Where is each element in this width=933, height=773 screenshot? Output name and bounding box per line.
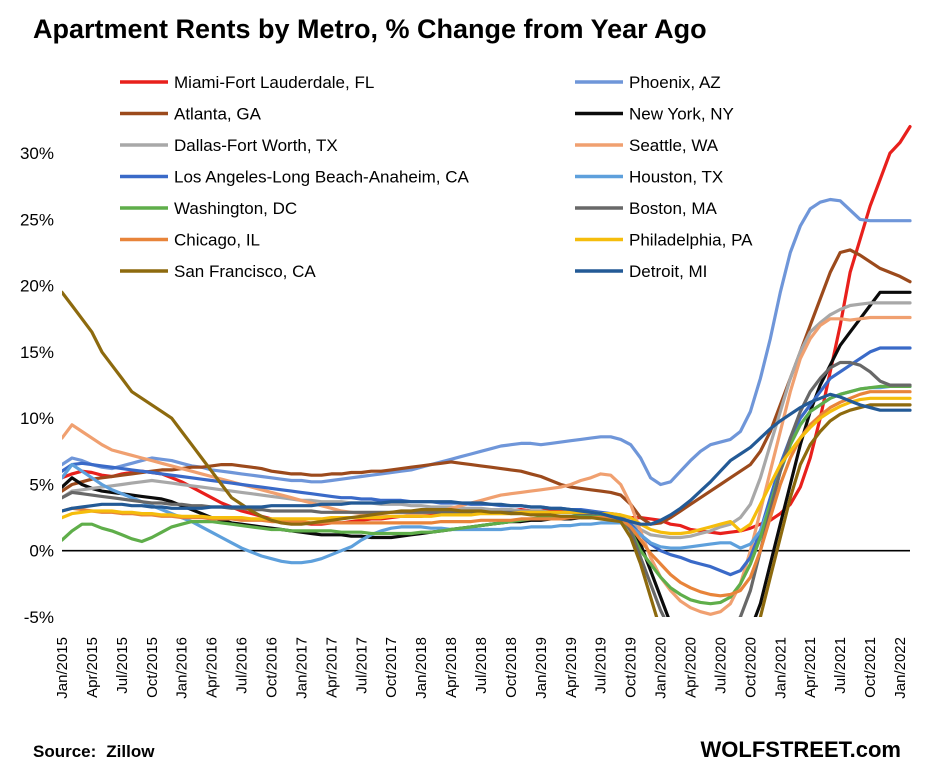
x-tick-label: Jul/2019	[593, 637, 610, 694]
series-lines	[62, 124, 912, 617]
x-tick-label: Apr/2018	[443, 637, 460, 698]
legend-label: Chicago, IL	[174, 231, 260, 250]
x-tick-label: Oct/2018	[503, 637, 520, 698]
legend-label: Miami-Fort Lauderdale, FL	[174, 73, 374, 92]
x-tick-label: Jul/2020	[712, 637, 729, 694]
series-line	[62, 315, 912, 616]
x-tick-label: Apr/2016	[204, 637, 221, 698]
x-tick-label: Oct/2017	[383, 637, 400, 698]
legend-label: Atlanta, GA	[174, 105, 262, 124]
series-line	[62, 396, 912, 536]
x-tick-label: Oct/2021	[862, 637, 879, 698]
y-tick-label: 0%	[29, 542, 54, 561]
source-note: Source: Zillow	[33, 742, 164, 762]
legend-label: New York, NY	[629, 105, 734, 124]
x-tick-label: Jan/2019	[533, 637, 550, 699]
x-tick-label: Oct/2019	[623, 637, 640, 698]
legend: Miami-Fort Lauderdale, FL Phoenix, AZ Atla…	[120, 73, 753, 281]
x-tick-label: Jul/2016	[234, 637, 251, 694]
x-tick-label: Oct/2015	[144, 637, 161, 698]
y-tick-label: 10%	[20, 409, 54, 428]
x-tick-label: Apr/2017	[323, 637, 340, 698]
legend-label: Detroit, MI	[629, 262, 707, 281]
legend-label: Phoenix, AZ	[629, 73, 721, 92]
x-axis-ticks: Jan/2015 Apr/2015 Jul/2015 Oct/2015 Jan/2016…	[54, 637, 909, 699]
x-tick-label: Jan/2016	[174, 637, 191, 699]
x-tick-label: Jan/2020	[653, 637, 670, 699]
legend-label: Washington, DC	[174, 199, 297, 218]
y-tick-label: 15%	[20, 343, 54, 362]
x-tick-label: Jan/2017	[293, 637, 310, 699]
brand-watermark: WOLFSTREET.com	[700, 737, 901, 762]
legend-label: Seattle, WA	[629, 136, 719, 155]
y-tick-label: -5%	[24, 608, 54, 627]
x-tick-label: Jul/2018	[473, 637, 490, 694]
x-tick-label: Jan/2021	[772, 637, 789, 699]
x-tick-label: Apr/2019	[563, 637, 580, 698]
legend-label: Dallas-Fort Worth, TX	[174, 136, 338, 155]
x-tick-label: Jan/2015	[54, 637, 71, 699]
x-tick-label: Apr/2015	[84, 637, 101, 698]
series-line	[62, 392, 912, 526]
series-line	[62, 290, 912, 617]
x-tick-label: Oct/2016	[264, 637, 281, 698]
x-tick-label: Jan/2018	[413, 637, 430, 699]
legend-label: Philadelphia, PA	[629, 231, 753, 250]
y-tick-label: 25%	[20, 210, 54, 229]
series-line	[62, 248, 912, 526]
x-tick-label: Jul/2021	[832, 637, 849, 694]
x-tick-label: Apr/2020	[683, 637, 700, 698]
legend-label: San Francisco, CA	[174, 262, 316, 281]
series-line	[62, 124, 912, 536]
source-label: Source:	[33, 742, 97, 761]
y-tick-label: 20%	[20, 277, 54, 296]
legend-label: Boston, MA	[629, 199, 718, 218]
series-line	[62, 384, 912, 606]
y-axis-ticks: -5% 0% 5% 10% 15% 20% 25% 30%	[20, 144, 54, 627]
chart-title: Apartment Rents by Metro, % Change from …	[33, 14, 707, 44]
x-tick-label: Jul/2017	[353, 637, 370, 694]
source-name: Zillow	[106, 742, 155, 761]
legend-label: Houston, TX	[629, 168, 723, 187]
legend-label: Los Angeles-Long Beach-Anaheim, CA	[174, 168, 470, 187]
x-tick-label: Jan/2022	[892, 637, 909, 699]
y-tick-label: 30%	[20, 144, 54, 163]
x-tick-label: Jul/2015	[114, 637, 131, 694]
y-tick-label: 5%	[29, 475, 54, 494]
series-line	[62, 301, 912, 540]
x-tick-label: Oct/2020	[742, 637, 759, 698]
x-tick-label: Apr/2021	[802, 637, 819, 698]
